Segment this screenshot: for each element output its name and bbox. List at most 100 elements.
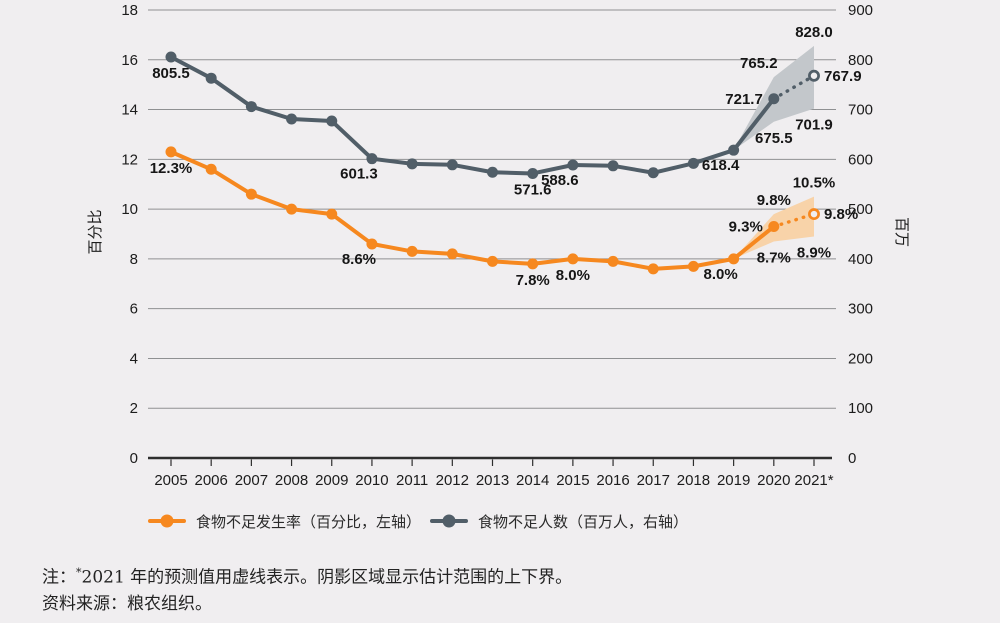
pou-point — [406, 245, 418, 257]
pou-point — [286, 203, 298, 215]
x-tick-label: 2007 — [235, 472, 268, 489]
legend-dot-orange — [160, 514, 174, 528]
nou-point — [446, 159, 458, 171]
pou-point — [647, 263, 659, 275]
pou-value-label: 8.9% — [797, 244, 831, 261]
x-tick-label: 2011 — [396, 472, 428, 489]
pou-value-label: 9.8% — [824, 206, 858, 223]
nou-value-label: 721.7 — [725, 91, 763, 108]
x-tick-label: 2021* — [794, 472, 833, 489]
left-tick-label: 4 — [130, 350, 138, 367]
footnote-body: 2021 年的预测值用虚线表示。阴影区域显示估计范围的上下界。 — [81, 567, 573, 588]
x-tick-label: 2015 — [556, 472, 589, 489]
legend-item-prevalence: 食物不足发生率（百分比，左轴） — [148, 512, 422, 531]
left-tick-label: 2 — [130, 400, 138, 417]
x-tick-label: 2020 — [757, 472, 790, 489]
right-tick-label: 500 — [848, 201, 873, 218]
nou-point — [487, 166, 498, 178]
x-tick-label: 2012 — [436, 472, 469, 489]
nou-point — [165, 51, 177, 63]
left-axis-title: 百分比 — [87, 209, 104, 254]
nou-value-label: 701.9 — [795, 117, 833, 134]
right-tick-label: 0 — [848, 450, 856, 467]
x-tick-label: 2006 — [195, 472, 228, 489]
pou-point — [165, 146, 177, 158]
right-tick-label: 400 — [848, 251, 873, 268]
nou-projection-line — [772, 74, 816, 101]
pou-point — [567, 253, 579, 265]
legend-label-number: 食物不足人数（百万人，右轴） — [478, 513, 689, 531]
right-tick-label: 900 — [848, 2, 873, 19]
pou-projected-point — [808, 208, 820, 221]
left-tick-label: 6 — [130, 301, 138, 318]
x-tick-label: 2013 — [476, 472, 509, 489]
nou-point — [728, 144, 740, 156]
right-tick-label: 700 — [848, 102, 873, 119]
x-tick-label: 2008 — [275, 472, 308, 489]
pou-point — [768, 221, 780, 233]
legend-dot-gray — [442, 514, 456, 528]
right-tick-label: 300 — [848, 301, 873, 318]
legend-label-prevalence: 食物不足发生率（百分比，左轴） — [196, 513, 422, 531]
x-tick-label: 2018 — [677, 472, 710, 489]
nou-point — [567, 159, 579, 171]
nou-point — [768, 93, 780, 105]
x-tick-label: 2010 — [355, 472, 388, 489]
pou-point — [487, 255, 498, 267]
x-tick-label: 2016 — [596, 472, 629, 489]
legend-item-number: 食物不足人数（百万人，右轴） — [430, 512, 689, 531]
pou-point — [205, 163, 217, 175]
pou-point — [728, 253, 740, 265]
x-tick-label: 2014 — [516, 472, 549, 489]
pou-point — [326, 208, 338, 220]
nou-line — [169, 55, 776, 176]
footnote-prefix: 注： — [42, 567, 76, 588]
pou-projection-line — [772, 212, 816, 229]
pou-value-label: 8.7% — [757, 249, 791, 266]
pou-value-label: 8.0% — [704, 266, 738, 283]
x-tick-label: 2005 — [154, 472, 187, 489]
nou-point — [687, 157, 699, 169]
right-tick-label: 600 — [848, 151, 873, 168]
nou-point — [326, 115, 338, 127]
nou-projected-point — [808, 69, 820, 82]
right-tick-label: 200 — [848, 350, 873, 367]
pou-point — [527, 258, 539, 270]
pou-value-label: 8.6% — [342, 251, 376, 268]
footnote-asterisk: * — [76, 566, 82, 579]
pou-point — [446, 248, 458, 260]
nou-value-label: 601.3 — [340, 166, 378, 183]
chart-legend: 食物不足发生率（百分比，左轴） 食物不足人数（百万人，右轴） — [0, 512, 1000, 532]
nou-point — [366, 153, 378, 165]
nou-value-label: 765.2 — [740, 55, 778, 72]
nou-value-label: 588.6 — [541, 172, 579, 189]
right-tick-label: 100 — [848, 400, 873, 417]
chart-notes: 注：*2021 年的预测值用虚线表示。阴影区域显示估计范围的上下界。 资料来源：… — [42, 560, 942, 617]
nou-value-label: 828.0 — [795, 24, 833, 41]
right-axis-title: 百万 — [893, 217, 910, 247]
nou-value-label: 571.6 — [514, 181, 552, 198]
left-tick-label: 12 — [121, 151, 138, 168]
left-tick-label: 18 — [121, 2, 138, 19]
nou-value-label: 767.9 — [824, 68, 862, 85]
source-note: 资料来源：粮农组织。 — [42, 593, 212, 614]
pou-value-label: 12.3% — [150, 160, 193, 177]
left-tick-label: 16 — [121, 52, 138, 69]
nou-point — [607, 160, 619, 172]
x-tick-label: 2019 — [717, 472, 750, 489]
pou-value-label: 8.0% — [556, 267, 590, 284]
legend-line-marker-gray — [430, 514, 468, 528]
pou-point — [245, 188, 257, 200]
nou-value-label: 805.5 — [152, 65, 190, 82]
right-tick-label: 800 — [848, 52, 873, 69]
pou-value-label: 10.5% — [793, 175, 836, 192]
pou-value-label: 9.8% — [757, 192, 791, 209]
dual-axis-line-chart: 2005 2006 2007 2008 2009 2010 2011 2012 2013 2014… — [87, 2, 910, 489]
x-tick-label: 2017 — [637, 472, 670, 489]
nou-point — [286, 113, 298, 125]
nou-value-label: 675.5 — [755, 130, 793, 147]
nou-point — [527, 167, 539, 179]
left-tick-label: 10 — [121, 201, 138, 218]
left-tick-label: 14 — [121, 102, 138, 119]
